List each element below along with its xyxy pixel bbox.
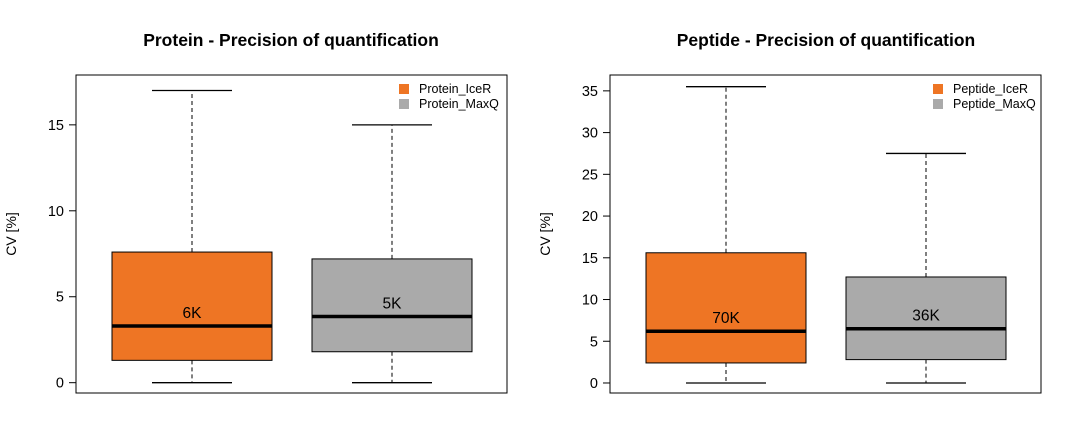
box-Protein_IceR: 6K — [111, 89, 273, 384]
count-label: 70K — [712, 310, 740, 327]
plot-frame — [609, 74, 1042, 394]
legend-swatch — [399, 84, 409, 94]
box-Peptide_MaxQ: 36K — [845, 152, 1007, 384]
count-label: 36K — [912, 308, 940, 325]
iqr-box — [845, 276, 1007, 361]
y-tick-label: 0 — [56, 376, 64, 392]
plot-frame — [75, 74, 508, 394]
y-tick-label: 5 — [590, 334, 598, 350]
box-Peptide_IceR: 70K — [645, 86, 807, 384]
legend-swatch — [933, 84, 943, 94]
legend-swatch — [399, 99, 409, 109]
y-tick-label: 25 — [582, 167, 598, 183]
chart-title: Protein - Precision of quantification — [143, 30, 439, 50]
legend-label: Peptide_IceR — [953, 82, 1028, 96]
y-tick-label: 35 — [582, 84, 598, 100]
iqr-box — [111, 251, 273, 361]
iqr-box — [311, 258, 473, 353]
chart-panel-1: Protein - Precision of quantification CV … — [3, 30, 508, 394]
y-axis-label: CV [%] — [537, 212, 553, 256]
y-axis-label: CV [%] — [3, 212, 19, 256]
chart-title: Peptide - Precision of quantification — [677, 30, 976, 50]
y-tick-label: 5 — [56, 290, 64, 306]
legend-label: Protein_IceR — [419, 82, 491, 96]
y-tick-label: 0 — [590, 376, 598, 392]
count-label: 6K — [183, 305, 203, 322]
legend-label: Protein_MaxQ — [419, 97, 499, 111]
y-tick-label: 10 — [48, 204, 64, 220]
box-Protein_MaxQ: 5K — [311, 124, 473, 384]
count-label: 5K — [383, 296, 403, 313]
y-tick-label: 30 — [582, 126, 598, 142]
y-tick-label: 15 — [48, 118, 64, 134]
iqr-box — [645, 252, 807, 364]
y-tick-label: 10 — [582, 293, 598, 309]
legend-label: Peptide_MaxQ — [953, 97, 1036, 111]
legend-swatch — [933, 99, 943, 109]
y-tick-label: 15 — [582, 251, 598, 267]
y-tick-label: 20 — [582, 209, 598, 225]
chart-panel-2: Peptide - Precision of quantification CV … — [537, 30, 1042, 394]
